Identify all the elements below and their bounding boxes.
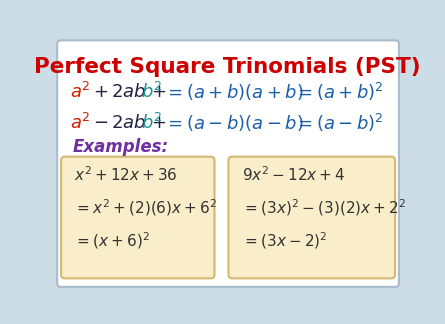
Text: Perfect Square Trinomials (PST): Perfect Square Trinomials (PST) [34, 57, 421, 77]
Text: $-\,2ab\,+$: $-\,2ab\,+$ [93, 114, 166, 132]
Text: $=x^2+(2)(6)x+6^2$: $=x^2+(2)(6)x+6^2$ [74, 197, 217, 218]
Text: $=(a+b)^2$: $=(a+b)^2$ [294, 81, 383, 103]
Text: $a^2$: $a^2$ [69, 113, 90, 133]
FancyBboxPatch shape [57, 40, 399, 287]
Text: $=(a-b)(a-b)$: $=(a-b)(a-b)$ [164, 113, 304, 133]
Text: $+\,2ab\,+$: $+\,2ab\,+$ [93, 83, 166, 101]
Text: $=(a+b)(a+b)$: $=(a+b)(a+b)$ [164, 82, 304, 102]
FancyBboxPatch shape [61, 157, 214, 278]
Text: $=(a-b)^2$: $=(a-b)^2$ [294, 112, 383, 134]
Text: $a^2$: $a^2$ [69, 82, 90, 102]
Text: $9x^2-12x+4$: $9x^2-12x+4$ [242, 165, 345, 184]
Text: Examples:: Examples: [73, 138, 169, 156]
Text: $=(x+6)^2$: $=(x+6)^2$ [74, 230, 150, 251]
Text: $b^2$: $b^2$ [141, 113, 162, 133]
Text: $=(3x-2)^2$: $=(3x-2)^2$ [242, 230, 327, 251]
Text: $x^2+12x+36$: $x^2+12x+36$ [74, 165, 178, 184]
FancyBboxPatch shape [228, 157, 395, 278]
Text: $b^2$: $b^2$ [141, 82, 162, 102]
Text: $=(3x)^2-(3)(2)x+2^2$: $=(3x)^2-(3)(2)x+2^2$ [242, 197, 405, 218]
